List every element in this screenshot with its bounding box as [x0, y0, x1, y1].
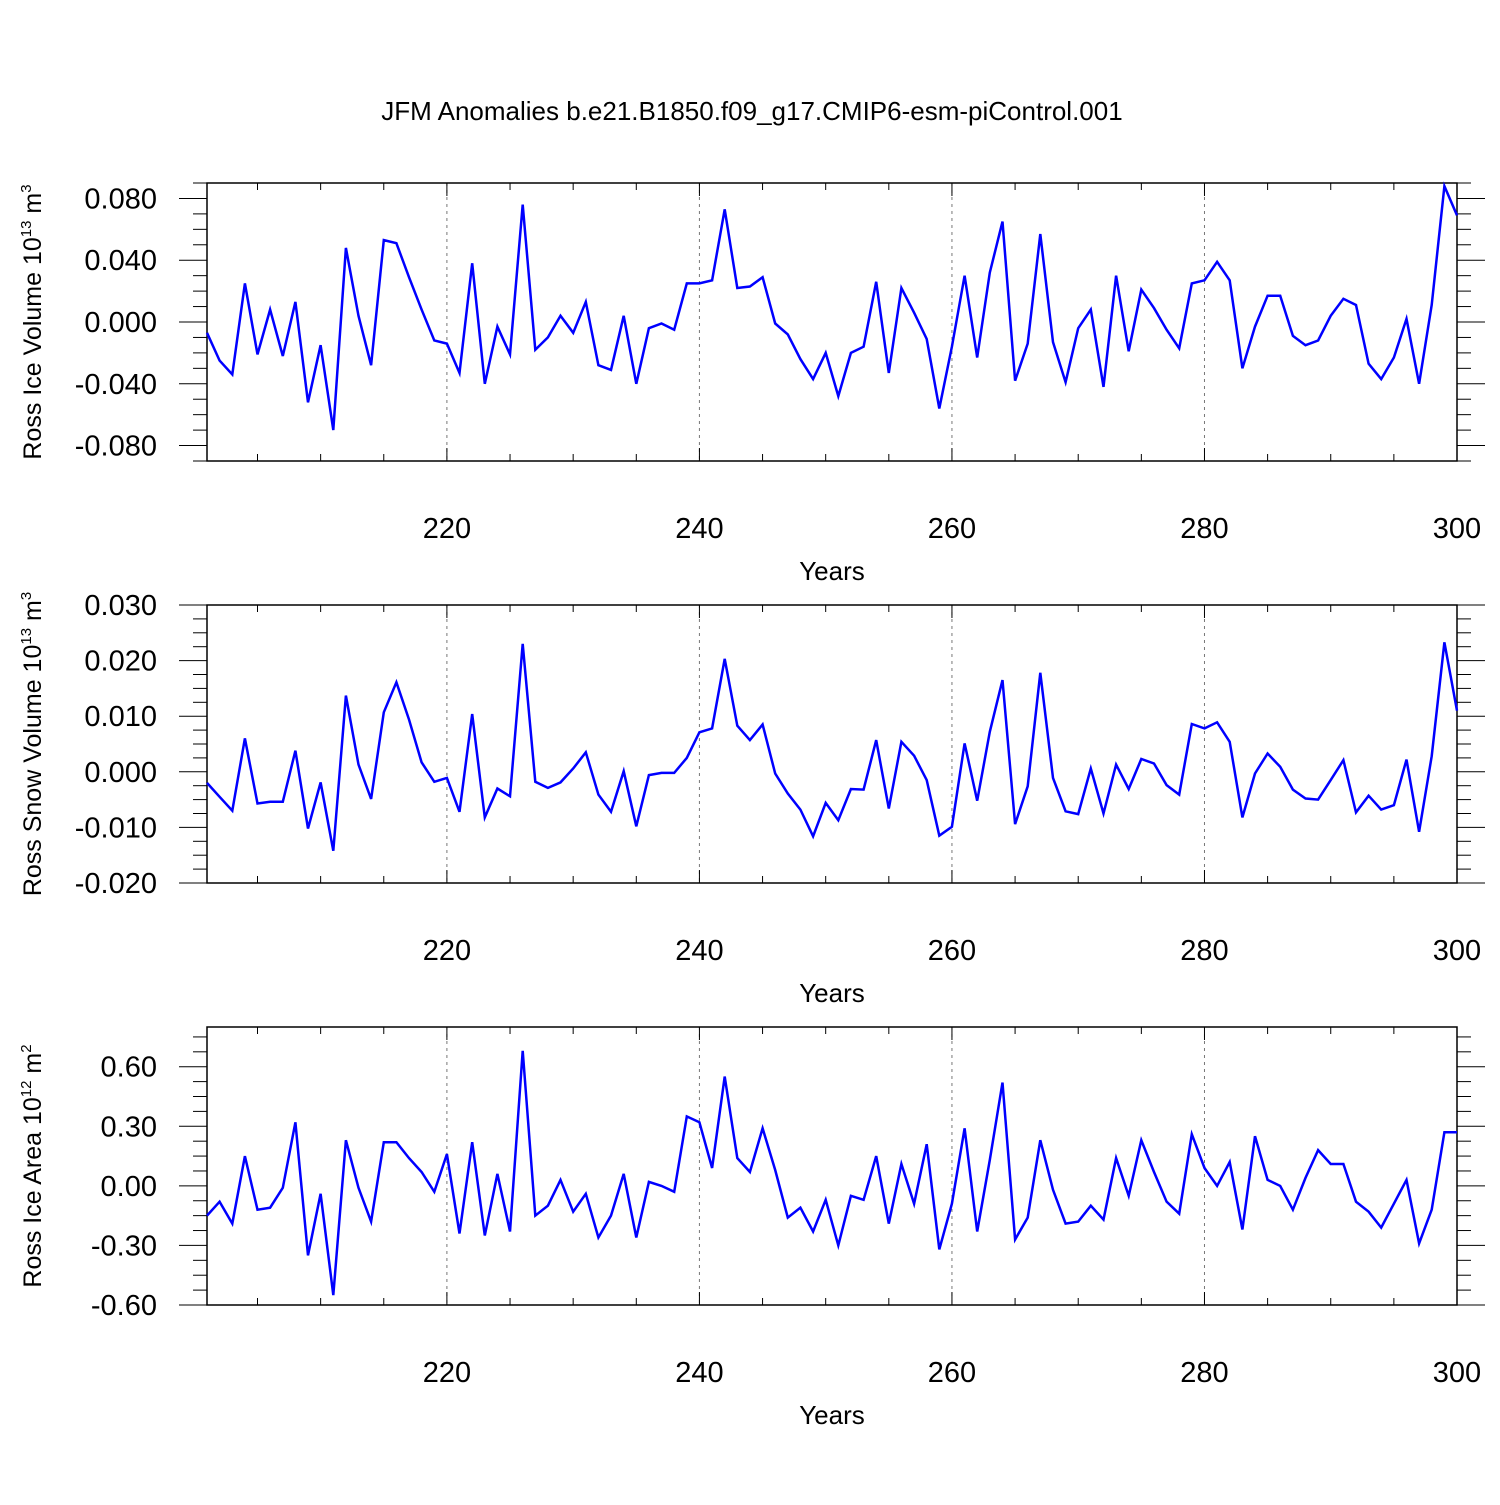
chart-title: JFM Anomalies b.e21.B1850.f09_g17.CMIP6-…: [381, 96, 1122, 126]
y-axis-title: Ross Snow Volume 1013 m3: [18, 592, 47, 896]
chart-panel: 220 240 260 280 300 0.080 0.040 0.000 -0.040 -0.0…: [18, 181, 1485, 586]
y-axis-title: Ross Ice Volume 1013 m3: [18, 184, 47, 459]
plot-frame: [206, 1026, 1458, 1306]
y-tick-label: 0.020: [84, 646, 157, 678]
y-axis-title-unit: m: [19, 600, 47, 628]
y-tick-label: 0.000: [84, 307, 157, 339]
y-tick-label: 0.080: [84, 183, 157, 215]
y-tick-label: 0.60: [101, 1052, 157, 1084]
y-tick-label: -0.30: [91, 1230, 157, 1262]
y-axis-title-unit-exponent: 3: [18, 592, 35, 600]
plot-frame: [206, 182, 1458, 462]
y-tick-label: 0.040: [84, 245, 157, 277]
x-tick-label: 280: [1180, 513, 1228, 545]
x-tick-label: 300: [1433, 935, 1481, 967]
chart-panel: 220 240 260 280 300 0.60 0.30 0.00 -0.30 -0.60 Yea…: [18, 1026, 1485, 1430]
x-tick-label: 300: [1433, 513, 1481, 545]
x-tick-label: 220: [423, 1357, 471, 1389]
x-tick-label: 220: [423, 513, 471, 545]
x-tick-label: 240: [675, 1357, 723, 1389]
y-axis-title-exponent: 13: [18, 221, 35, 238]
x-tick-label: 220: [423, 935, 471, 967]
x-tick-label: 240: [675, 935, 723, 967]
x-axis-title: Years: [799, 556, 865, 586]
x-axis-title: Years: [799, 1400, 865, 1430]
y-axis-title-text: Ross Ice Area 10: [19, 1097, 47, 1287]
y-axis-title-text: Ross Snow Volume 10: [19, 645, 47, 897]
y-tick-label: -0.010: [75, 812, 157, 844]
y-axis-title: Ross Ice Area 1012 m2: [18, 1044, 47, 1287]
y-tick-label: -0.020: [75, 868, 157, 900]
y-axis-title-text: Ross Ice Volume 10: [19, 237, 47, 459]
y-axis-title-exponent: 13: [18, 628, 35, 645]
y-tick-label: 0.30: [101, 1111, 157, 1143]
series-line: [205, 181, 1459, 431]
x-tick-label: 280: [1180, 935, 1228, 967]
y-tick-label: 0.010: [84, 701, 157, 733]
chart-panel: 220 240 260 280 300 0.030 0.020 0.010 0.000 -0.01…: [18, 590, 1485, 1008]
y-axis-title-unit-exponent: 3: [18, 184, 35, 192]
x-tick-label: 280: [1180, 1357, 1228, 1389]
y-tick-label: 0.030: [84, 590, 157, 622]
y-tick-label: -0.60: [91, 1290, 157, 1322]
y-tick-label: 0.00: [101, 1171, 157, 1203]
x-tick-label: 240: [675, 513, 723, 545]
x-tick-label: 260: [928, 935, 976, 967]
y-axis-title-exponent: 12: [18, 1081, 35, 1098]
y-axis-title-unit: m: [19, 193, 47, 221]
y-axis-title-unit: m: [19, 1053, 47, 1081]
y-axis-title-unit-exponent: 2: [18, 1044, 35, 1052]
x-tick-label: 260: [928, 513, 976, 545]
x-axis-title: Years: [799, 978, 865, 1008]
x-tick-label: 260: [928, 1357, 976, 1389]
y-tick-label: 0.000: [84, 757, 157, 789]
y-tick-label: -0.080: [75, 431, 157, 463]
x-tick-label: 300: [1433, 1357, 1481, 1389]
series-line: [206, 1050, 1457, 1296]
series-line: [206, 642, 1459, 852]
plot-frame: [206, 604, 1458, 884]
y-tick-label: -0.040: [75, 369, 157, 401]
